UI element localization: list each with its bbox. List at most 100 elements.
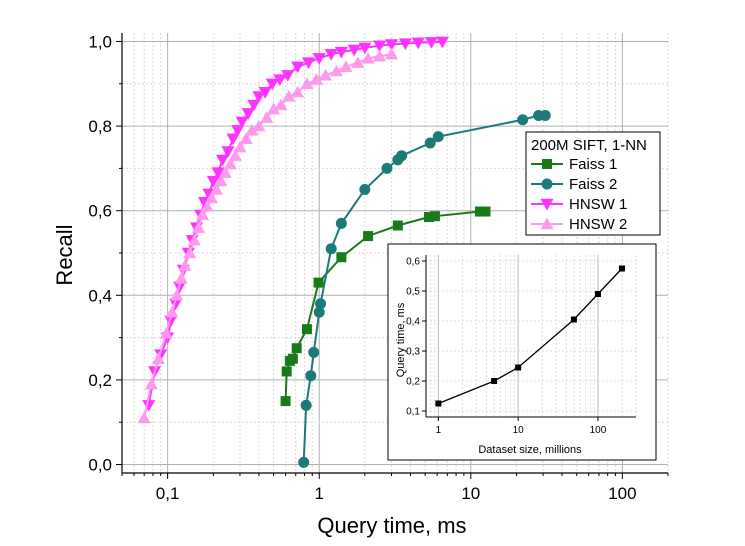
data-point	[310, 73, 324, 85]
legend-label: Faiss 2	[569, 176, 617, 193]
data-point	[312, 53, 326, 65]
data-point	[273, 74, 287, 87]
data-point	[291, 85, 305, 98]
data-point	[398, 38, 412, 51]
data-point	[336, 252, 347, 263]
data-point	[165, 305, 179, 318]
data-point	[247, 99, 261, 112]
data-point	[335, 217, 347, 229]
data-point	[280, 396, 291, 407]
data-point	[429, 211, 440, 222]
inset-y-tick-label: 0,5	[406, 287, 420, 298]
inset-series-line-group	[435, 265, 625, 407]
data-point	[192, 221, 206, 233]
x-tick-label: 0,1	[156, 484, 180, 503]
y-tick-label: 0,0	[88, 456, 112, 475]
x-tick-label: 1	[314, 484, 323, 503]
inset-y-axis-title: Query time, ms	[395, 302, 407, 377]
data-point	[315, 298, 327, 310]
inset-data-point	[435, 400, 442, 407]
data-point	[231, 125, 245, 137]
data-point	[214, 174, 228, 187]
data-point	[265, 78, 279, 91]
legend: 200M SIFT, 1-NN Faiss 1 Faiss 2 HNSW 1 HNSW…	[525, 131, 661, 236]
inset-x-tick-label: 10	[513, 425, 525, 436]
data-point	[381, 162, 393, 174]
inset-x-tick-label: 100	[590, 425, 607, 436]
data-point	[159, 326, 173, 339]
data-point	[308, 346, 320, 358]
data-point	[423, 212, 434, 223]
inset-y-tick-label: 0,2	[406, 377, 420, 388]
data-point	[252, 91, 266, 103]
inset-data-point	[618, 265, 625, 272]
data-point	[287, 353, 298, 364]
data-point	[539, 110, 551, 121]
data-point	[334, 46, 348, 59]
data-point	[313, 306, 325, 318]
series-hnsw-2	[137, 47, 399, 424]
data-point	[211, 167, 225, 180]
data-point	[233, 140, 247, 153]
inset-axes	[425, 255, 636, 418]
data-point	[385, 47, 399, 60]
inset-ticks: 1 10 100 0,1 0,2 0,3 0,4 0,5 0,6	[406, 257, 607, 437]
series-faiss-1	[280, 206, 491, 407]
data-point	[260, 111, 274, 123]
data-point	[282, 89, 296, 102]
data-point	[267, 102, 281, 115]
data-point	[435, 36, 449, 49]
main-ticks: 0,1 1 10 100 0,0 0,2 0,4 0,6 0,8 1,0	[88, 32, 669, 503]
data-point	[313, 277, 324, 288]
data-point	[183, 246, 197, 259]
legend-item: Faiss 2	[531, 176, 617, 193]
data-point	[187, 233, 201, 246]
inset-series	[435, 265, 625, 407]
data-point	[170, 288, 184, 301]
data-point	[424, 37, 438, 49]
legend-item: HNSW 2	[531, 216, 627, 233]
legend-marker	[540, 198, 554, 211]
y-tick-label: 0,8	[88, 117, 112, 136]
inset-x-axis-title: Dataset size, millions	[478, 444, 582, 456]
data-point	[373, 40, 387, 53]
data-point	[205, 191, 219, 204]
inset-data-point	[594, 291, 601, 297]
data-point	[480, 206, 491, 217]
data-point	[324, 48, 338, 61]
data-point	[196, 208, 210, 221]
data-point	[151, 352, 165, 364]
data-point	[432, 131, 444, 143]
x-axis-title: Query time, ms	[317, 513, 466, 538]
data-point	[300, 77, 314, 89]
data-point	[200, 199, 214, 212]
data-point	[424, 137, 436, 149]
legend-marker	[540, 217, 554, 230]
data-point	[274, 98, 288, 111]
data-point	[228, 149, 242, 161]
data-point	[411, 37, 425, 50]
data-point	[224, 157, 238, 170]
inset-data-point	[570, 316, 577, 323]
data-point	[347, 44, 361, 57]
data-point	[363, 231, 374, 242]
data-point	[339, 60, 353, 73]
data-point	[318, 68, 332, 81]
data-point	[164, 315, 178, 328]
inset-y-tick-label: 0,4	[406, 317, 420, 328]
data-point	[144, 377, 158, 390]
data-point	[245, 123, 259, 136]
data-point	[281, 366, 292, 377]
data-point	[137, 411, 151, 424]
data-point	[361, 51, 375, 64]
data-point	[358, 42, 372, 55]
legend-label: Faiss 1	[569, 156, 617, 173]
data-point	[252, 119, 266, 132]
data-point	[302, 57, 316, 70]
data-point	[396, 150, 408, 162]
y-tick-label: 0,6	[88, 202, 112, 221]
data-point	[178, 259, 192, 271]
data-point	[325, 243, 337, 255]
inset-data-point	[491, 378, 498, 384]
x-tick-label: 100	[608, 484, 636, 503]
